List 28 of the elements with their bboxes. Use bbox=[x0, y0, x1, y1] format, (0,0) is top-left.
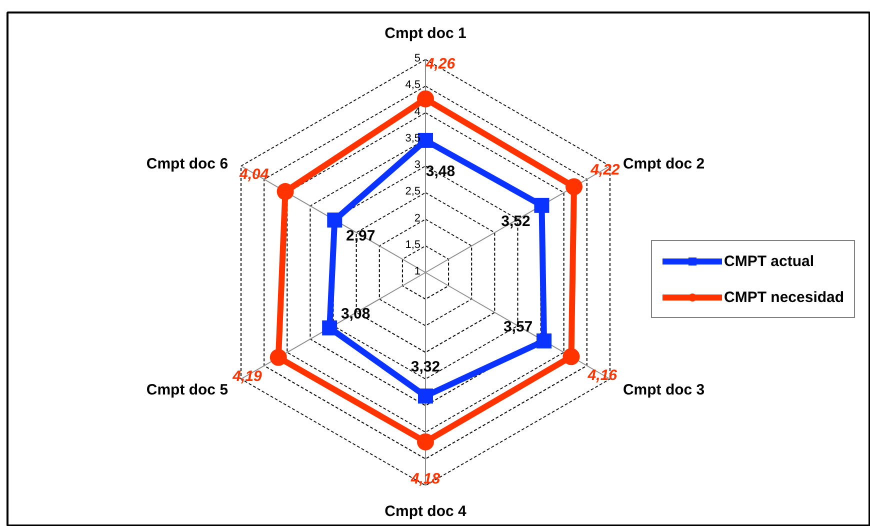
data-label: 4,04 bbox=[238, 166, 270, 184]
data-label: 3,32 bbox=[410, 358, 440, 376]
data-label: 4,18 bbox=[410, 470, 441, 488]
spoke-label: Cmpt doc 3 bbox=[622, 382, 705, 398]
y-tick-label: 4,5 bbox=[405, 79, 421, 92]
spoke-label: Cmpt doc 2 bbox=[622, 156, 705, 172]
y-tick-label: 4 bbox=[414, 106, 421, 118]
data-label: 4,16 bbox=[586, 367, 618, 384]
y-tick-label: 3 bbox=[414, 159, 421, 171]
data-label: 3,48 bbox=[426, 162, 456, 180]
spoke-label: Cmpt doc 1 bbox=[384, 25, 466, 42]
legend-label: CMPT actual bbox=[724, 252, 814, 270]
spoke-label: Cmpt doc 5 bbox=[146, 382, 228, 398]
y-tick-label: 1 bbox=[414, 266, 421, 278]
y-tick-label: 1,5 bbox=[405, 238, 421, 251]
spoke-label: Cmpt doc 4 bbox=[384, 503, 467, 520]
data-label: 3,52 bbox=[501, 212, 530, 230]
data-label: 3,57 bbox=[503, 318, 533, 336]
data-label: 4,26 bbox=[424, 55, 456, 72]
spoke-label: Cmpt doc 6 bbox=[146, 156, 228, 172]
y-tick-label: 2,5 bbox=[405, 186, 421, 198]
legend-label: CMPT necesidad bbox=[724, 288, 844, 306]
data-label: 3,08 bbox=[340, 305, 370, 322]
data-label: 4,19 bbox=[232, 368, 262, 385]
y-tick-label: 5 bbox=[414, 52, 421, 64]
data-label: 4,22 bbox=[590, 161, 620, 178]
data-label: 2,97 bbox=[346, 228, 376, 245]
y-tick-label: 2 bbox=[414, 212, 421, 224]
